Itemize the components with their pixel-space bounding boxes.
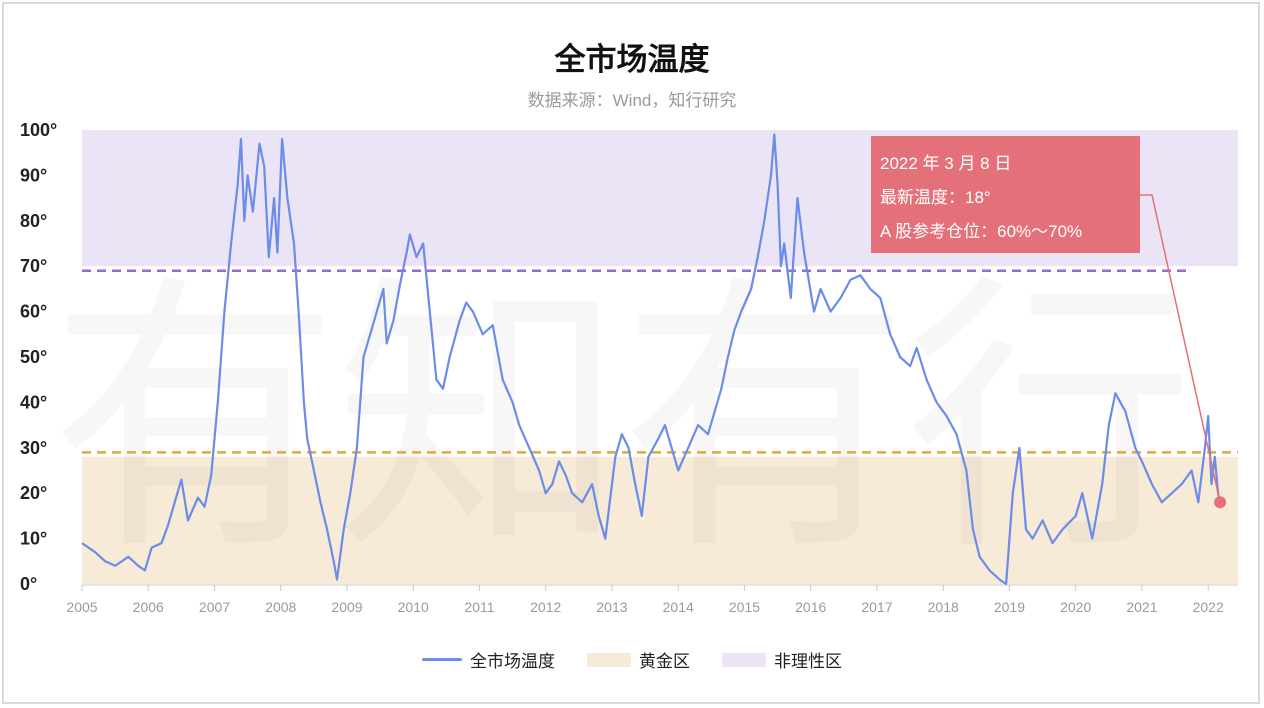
tooltip-position: A 股参考仓位：60%～70%	[880, 222, 1083, 241]
y-tick-label: 90°	[20, 165, 47, 185]
legend: 全市场温度 黄金区 非理性区	[0, 647, 1264, 672]
tooltip-latest: 最新温度：18°	[880, 188, 991, 207]
axes-layer: 0° 10° 20° 30° 40° 50° 60° 70° 80° 90° 100° 2005 200…	[20, 120, 1238, 615]
latest-point-marker	[1214, 496, 1227, 509]
y-tick-label: 60°	[20, 302, 47, 322]
legend-item-irrational-zone[interactable]: 非理性区	[722, 647, 842, 672]
chart-subtitle: 数据来源：Wind，知行研究	[527, 91, 737, 110]
x-tick-label: 2005	[66, 599, 97, 615]
y-tick-label: 30°	[20, 438, 47, 458]
y-tick-label: 0°	[20, 574, 37, 594]
legend-label-gold: 黄金区	[639, 652, 690, 671]
y-tick-label: 20°	[20, 483, 47, 503]
legend-item-gold-zone[interactable]: 黄金区	[587, 647, 690, 672]
y-tick-label: 40°	[20, 392, 47, 412]
tooltip-leader-line	[1140, 194, 1221, 503]
annotation-layer	[1140, 194, 1227, 509]
watermark-char: 有	[620, 252, 910, 589]
x-tick-label: 2012	[530, 599, 561, 615]
x-tick-label: 2007	[199, 599, 230, 615]
legend-label-irrational: 非理性区	[774, 652, 842, 671]
y-tick-label: 100°	[20, 120, 57, 140]
x-tick-label: 2006	[133, 599, 164, 615]
x-tick-label: 2013	[596, 599, 627, 615]
thresholds-layer	[82, 269, 1238, 454]
chart-title: 全市场温度	[554, 42, 710, 77]
series-layer	[81, 133, 1222, 586]
y-tick-label: 50°	[20, 347, 47, 367]
legend-line-swatch	[422, 658, 462, 661]
legend-label-series: 全市场温度	[470, 652, 555, 671]
x-tick-label: 2017	[861, 599, 892, 615]
legend-irrational-swatch	[722, 652, 766, 667]
x-tick-label: 2022	[1193, 599, 1224, 615]
x-tick-label: 2021	[1126, 599, 1157, 615]
x-tick-label: 2019	[994, 599, 1025, 615]
x-tick-label: 2009	[331, 599, 362, 615]
x-tick-label: 2016	[795, 599, 826, 615]
x-tick-label: 2011	[464, 599, 494, 615]
x-tick-label: 2008	[265, 599, 296, 615]
y-tick-label: 70°	[20, 256, 47, 276]
latest-tooltip: 2022 年 3 月 8 日 最新温度：18° A 股参考仓位：60%～70%	[871, 136, 1140, 253]
y-tick-label: 10°	[20, 529, 47, 549]
x-tick-label: 2010	[398, 599, 429, 615]
x-tick-label: 2020	[1060, 599, 1091, 615]
x-tick-label: 2014	[663, 599, 694, 615]
y-tick-label: 80°	[20, 211, 47, 231]
tooltip-date: 2022 年 3 月 8 日	[880, 154, 1012, 173]
gold-zone	[82, 456, 1238, 584]
legend-item-series[interactable]: 全市场温度	[422, 647, 555, 672]
x-tick-label: 2018	[928, 599, 959, 615]
temperature-series-line	[81, 133, 1222, 586]
x-tick-label: 2015	[729, 599, 760, 615]
watermark-char: 有	[50, 252, 340, 589]
legend-gold-swatch	[587, 652, 631, 667]
